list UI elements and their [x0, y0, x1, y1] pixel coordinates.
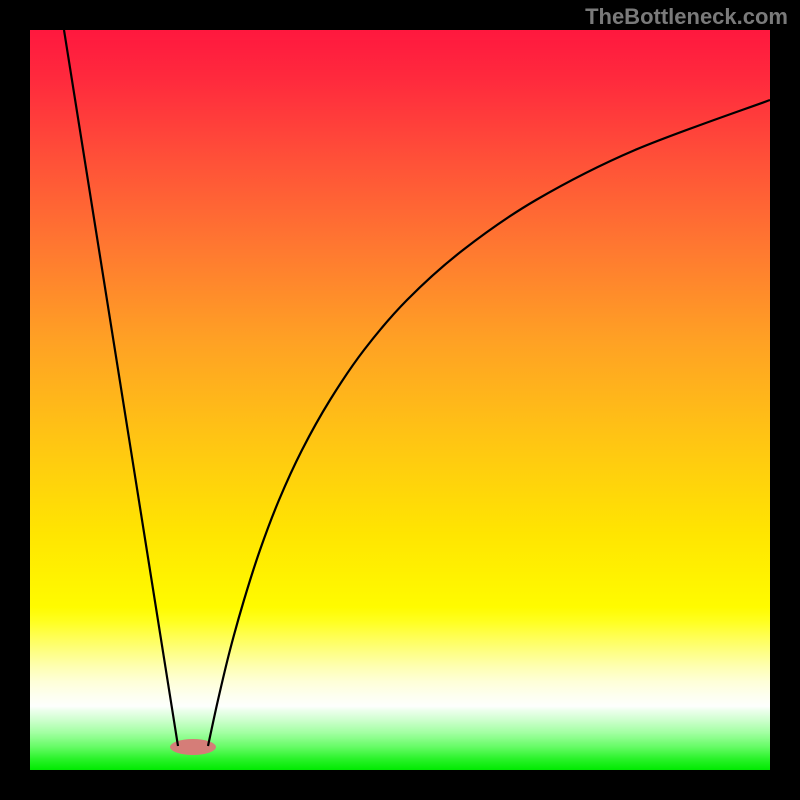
- bottleneck-chart: [0, 0, 800, 800]
- chart-container: { "watermark": { "text": "TheBottleneck.…: [0, 0, 800, 800]
- watermark-text: TheBottleneck.com: [585, 4, 788, 30]
